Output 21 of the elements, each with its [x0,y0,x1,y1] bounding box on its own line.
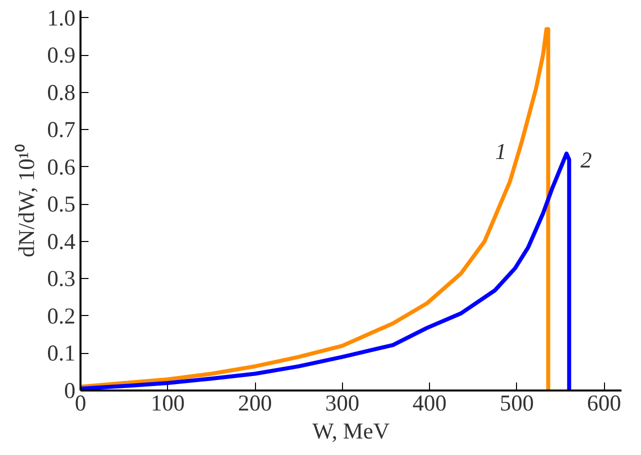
y-tick-label: 1.0 [47,5,76,30]
y-tick-label: 0.9 [47,42,76,68]
x-tick-label: 200 [238,390,272,416]
x-axis-title: W, MeV [312,418,390,444]
x-tick-label: 300 [325,390,360,416]
y-tick-label: 0.3 [47,266,76,292]
y-tick-label: 0.4 [47,228,76,254]
y-tick-label: 0.2 [47,303,76,328]
line-series [80,27,550,390]
y-axis-title: dN/dW, 10¹⁰ [14,144,40,258]
x-tick-label: 100 [150,390,185,416]
y-tick-label: 0.1 [47,340,76,366]
x-tick-label: 600 [587,390,622,416]
annotation: 2 [580,148,592,173]
y-tick-label: 0.6 [47,154,76,180]
annotation: 1 [495,139,506,164]
y-tick-label: 0.7 [47,117,76,142]
y-tick-label: 0.8 [47,80,76,105]
y-tick-label: 0.5 [47,192,76,217]
x-tick-label: 400 [412,390,447,416]
x-tick-label: 500 [500,390,534,416]
